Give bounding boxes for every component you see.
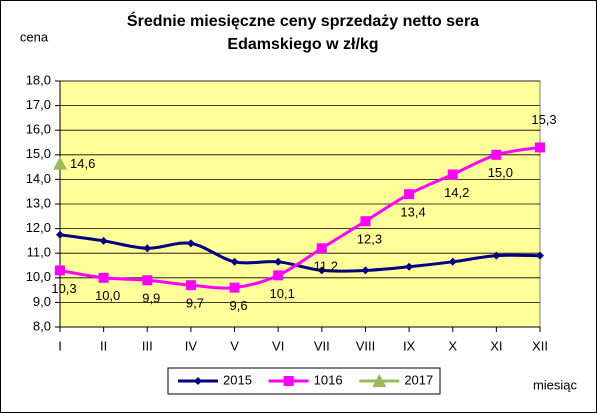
y-tick-label: 14,0 (26, 171, 51, 186)
x-tick-label: II (100, 338, 107, 353)
data-label: 15,3 (531, 112, 556, 127)
y-tick-label: 10,0 (26, 269, 51, 284)
y-tick-label: 13,0 (26, 195, 51, 210)
data-point (143, 244, 152, 253)
data-point (448, 257, 457, 266)
x-tick-label: XI (490, 338, 502, 353)
y-tick-label: 18,0 (26, 72, 51, 87)
data-point (229, 282, 240, 293)
y-tick-label: 15,0 (26, 146, 51, 161)
y-tick-label: 16,0 (26, 122, 51, 137)
legend-label: 2015 (223, 372, 252, 387)
data-point (492, 251, 501, 260)
y-tick-label: 11,0 (27, 245, 51, 260)
legend-label: 1016 (314, 372, 343, 387)
x-tick-label: I (58, 338, 62, 353)
x-tick-label: XII (532, 338, 548, 353)
data-point (447, 169, 458, 180)
data-point (535, 142, 545, 153)
data-point (404, 189, 415, 200)
legend-marker (194, 377, 202, 385)
legend-marker (372, 374, 387, 387)
data-point (274, 257, 283, 266)
data-label: 10,0 (95, 288, 120, 303)
x-tick-label: VII (314, 338, 330, 353)
legend-label: 2017 (404, 372, 433, 387)
data-point (55, 265, 65, 276)
chart-title: Średnie miesięczne ceny sprzedaży netto … (126, 13, 480, 53)
data-label: 14,6 (70, 156, 95, 171)
x-tick-label: V (230, 338, 239, 353)
data-point (316, 243, 327, 254)
data-label: 12,3 (357, 232, 382, 247)
y-tick-label: 9,0 (33, 294, 51, 309)
data-point (142, 275, 153, 286)
x-tick-label: III (142, 338, 153, 353)
legend-marker (283, 376, 294, 386)
data-label: 10,1 (270, 286, 295, 301)
x-axis-label: miesiąc (533, 377, 578, 392)
data-label: 11,2 (314, 259, 338, 274)
data-point (273, 270, 284, 281)
data-label: 9,6 (230, 298, 248, 313)
y-tick-label: 17,0 (26, 97, 51, 112)
data-label: 14,2 (444, 185, 469, 200)
data-point (98, 272, 109, 283)
data-label: 10,3 (51, 281, 76, 296)
data-point (405, 262, 414, 271)
data-point (185, 280, 196, 291)
data-label: 13,4 (400, 205, 425, 220)
data-point (53, 156, 67, 170)
data-point (491, 149, 502, 160)
x-tick-label: IX (403, 338, 416, 353)
data-point (536, 251, 544, 260)
x-tick-label: X (448, 338, 457, 353)
x-tick-label: IV (185, 338, 198, 353)
data-point (317, 266, 326, 275)
data-point (99, 236, 108, 245)
data-point (230, 257, 239, 266)
data-point (56, 230, 64, 239)
data-point (360, 216, 371, 227)
data-label: 9,9 (142, 291, 160, 306)
x-tick-label: VIII (356, 338, 376, 353)
data-label: 15,0 (488, 165, 513, 180)
y-axis-label: cena (20, 29, 49, 44)
x-tick-label: VI (272, 338, 284, 353)
data-label: 9,7 (186, 296, 204, 311)
data-point (186, 239, 195, 248)
y-tick-label: 12,0 (26, 220, 51, 235)
y-tick-label: 8,0 (33, 318, 51, 333)
data-point (361, 266, 370, 275)
